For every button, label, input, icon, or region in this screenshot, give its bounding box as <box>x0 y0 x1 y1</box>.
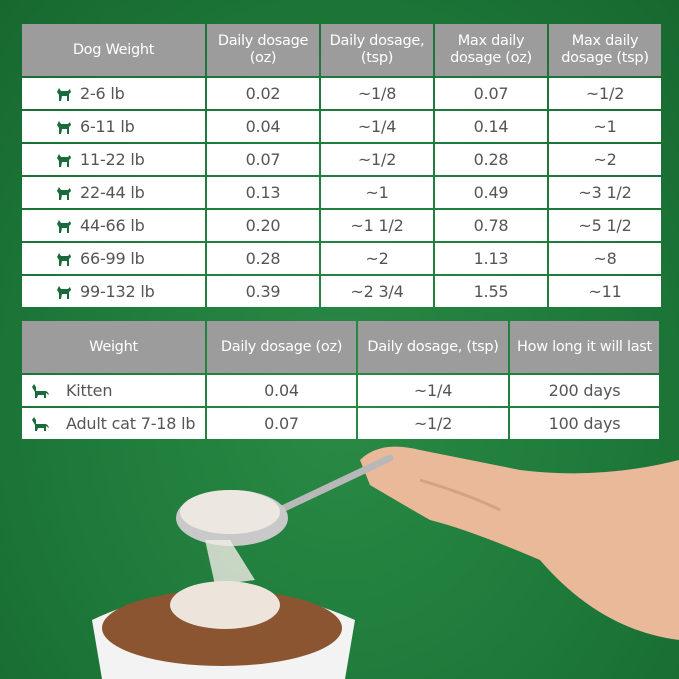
weight-cell: 44-66 lb <box>22 210 205 241</box>
collie-icon <box>54 216 74 236</box>
max-oz-cell: 1.55 <box>435 276 547 307</box>
weight-cell: 2-6 lb <box>22 78 205 109</box>
header-duration: How long it will last <box>510 321 659 373</box>
powder-stream <box>205 540 255 585</box>
tsp-cell: ~2 3/4 <box>321 276 433 307</box>
max-oz-cell: 0.78 <box>435 210 547 241</box>
weight-cell: 11-22 lb <box>22 144 205 175</box>
header-daily-tsp: Daily dosage, (tsp) <box>321 24 433 76</box>
header-max-tsp: Max daily dosage (tsp) <box>549 24 661 76</box>
table-row: 6-11 lb 0.04 ~1/4 0.14 ~1 <box>22 111 661 142</box>
duration-cell: 200 days <box>510 375 659 406</box>
oz-cell: 0.13 <box>207 177 319 208</box>
table-row: 22-44 lb 0.13 ~1 0.49 ~3 1/2 <box>22 177 661 208</box>
oz-cell: 0.02 <box>207 78 319 109</box>
weight-label: 6-11 lb <box>80 117 135 136</box>
table-row: Adult cat 7-18 lb 0.07 ~1/2 100 days <box>22 408 659 439</box>
weight-label: 44-66 lb <box>80 216 145 235</box>
weight-label: 99-132 lb <box>80 282 155 301</box>
max-tsp-cell: ~8 <box>549 243 661 274</box>
table-row: 44-66 lb 0.20 ~1 1/2 0.78 ~5 1/2 <box>22 210 661 241</box>
max-tsp-cell: ~2 <box>549 144 661 175</box>
weight-label: Adult cat 7-18 lb <box>66 414 196 433</box>
weight-cell: 99-132 lb <box>22 276 205 307</box>
large-dog-icon <box>54 249 74 269</box>
oz-cell: 0.07 <box>207 408 356 439</box>
hand-image <box>360 446 679 640</box>
weight-label: Kitten <box>66 381 113 400</box>
weight-label: 11-22 lb <box>80 150 145 169</box>
cat-dosage-table: Weight Daily dosage (oz) Daily dosage, (… <box>20 319 661 441</box>
weight-cell: 22-44 lb <box>22 177 205 208</box>
cat-table-header: Weight Daily dosage (oz) Daily dosage, (… <box>22 321 659 373</box>
oz-cell: 0.07 <box>207 144 319 175</box>
max-oz-cell: 0.28 <box>435 144 547 175</box>
table-row: 66-99 lb 0.28 ~2 1.13 ~8 <box>22 243 661 274</box>
weight-label: 2-6 lb <box>80 84 125 103</box>
header-daily-oz: Daily dosage (oz) <box>207 321 356 373</box>
table-row: Kitten 0.04 ~1/4 200 days <box>22 375 659 406</box>
weight-cell: 66-99 lb <box>22 243 205 274</box>
max-oz-cell: 0.07 <box>435 78 547 109</box>
oz-cell: 0.28 <box>207 243 319 274</box>
max-tsp-cell: ~1/2 <box>549 78 661 109</box>
table-row: 11-22 lb 0.07 ~1/2 0.28 ~2 <box>22 144 661 175</box>
max-oz-cell: 1.13 <box>435 243 547 274</box>
table-row: 99-132 lb 0.39 ~2 3/4 1.55 ~11 <box>22 276 661 307</box>
tsp-cell: ~1/2 <box>321 144 433 175</box>
tsp-cell: ~1/4 <box>321 111 433 142</box>
product-photo <box>92 446 679 679</box>
max-tsp-cell: ~11 <box>549 276 661 307</box>
dog-table-header: Dog Weight Daily dosage (oz) Daily dosag… <box>22 24 661 76</box>
oz-cell: 0.04 <box>207 111 319 142</box>
table-row: 2-6 lb 0.02 ~1/8 0.07 ~1/2 <box>22 78 661 109</box>
spaniel-icon <box>54 183 74 203</box>
oz-cell: 0.20 <box>207 210 319 241</box>
tsp-cell: ~1 1/2 <box>321 210 433 241</box>
tsp-cell: ~1/8 <box>321 78 433 109</box>
fluffy-dog-icon <box>54 117 74 137</box>
kitten-icon <box>30 381 50 401</box>
dog-dosage-table: Dog Weight Daily dosage (oz) Daily dosag… <box>20 22 663 309</box>
tsp-cell: ~2 <box>321 243 433 274</box>
spoon-image <box>176 454 394 546</box>
max-tsp-cell: ~5 1/2 <box>549 210 661 241</box>
oz-cell: 0.04 <box>207 375 356 406</box>
husky-icon <box>54 282 74 302</box>
duration-cell: 100 days <box>510 408 659 439</box>
oz-cell: 0.39 <box>207 276 319 307</box>
tsp-cell: ~1/4 <box>358 375 508 406</box>
weight-label: 66-99 lb <box>80 249 145 268</box>
food-bowl-image <box>92 581 355 679</box>
weight-label: 22-44 lb <box>80 183 145 202</box>
terrier-icon <box>54 150 74 170</box>
header-dog-weight: Dog Weight <box>22 24 205 76</box>
weight-cell: 6-11 lb <box>22 111 205 142</box>
header-daily-tsp: Daily dosage, (tsp) <box>358 321 508 373</box>
max-oz-cell: 0.14 <box>435 111 547 142</box>
tsp-cell: ~1/2 <box>358 408 508 439</box>
weight-cell: Kitten <box>22 375 205 406</box>
max-tsp-cell: ~3 1/2 <box>549 177 661 208</box>
cat-icon <box>30 414 50 434</box>
weight-cell: Adult cat 7-18 lb <box>22 408 205 439</box>
tsp-cell: ~1 <box>321 177 433 208</box>
header-daily-oz: Daily dosage (oz) <box>207 24 319 76</box>
small-dog-icon <box>54 84 74 104</box>
max-tsp-cell: ~1 <box>549 111 661 142</box>
max-oz-cell: 0.49 <box>435 177 547 208</box>
header-weight: Weight <box>22 321 205 373</box>
header-max-oz: Max daily dosage (oz) <box>435 24 547 76</box>
